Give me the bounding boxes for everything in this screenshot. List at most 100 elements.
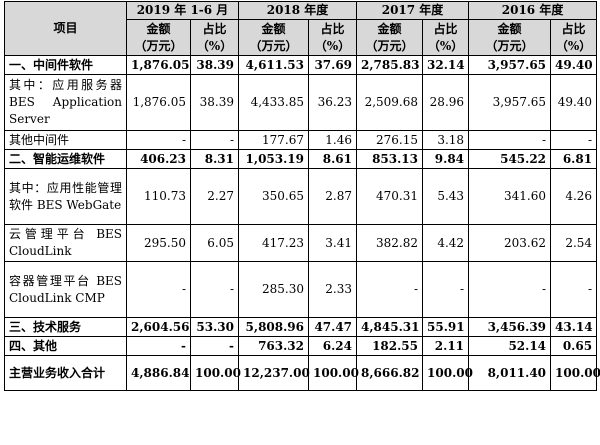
ratio-cell: 49.40 — [550, 74, 598, 131]
amount-cell: 1,876.05 — [126, 74, 191, 131]
ratio-cell: 8.31 — [190, 149, 239, 169]
ratio-cell: 5.43 — [422, 168, 470, 225]
amount-cell: - — [468, 261, 552, 318]
header-amount: 金额 （万元） — [356, 19, 424, 56]
ratio-cell: 55.91 — [422, 317, 470, 337]
ratio-cell: 100.00 — [422, 355, 473, 391]
header-amount-label: 金额 — [146, 21, 171, 36]
ratio-cell: 6.05 — [190, 224, 239, 262]
header-ratio-unit: （%） — [314, 38, 351, 53]
header-item: 项目 — [4, 1, 127, 56]
row-label: 三、技术服务 — [4, 317, 127, 337]
header-amount: 金额 （万元） — [238, 19, 309, 56]
amount-cell: 3,957.65 — [468, 55, 552, 75]
amount-cell: 110.73 — [126, 168, 191, 225]
amount-cell: 1,876.05 — [126, 55, 191, 75]
amount-cell: 350.65 — [238, 168, 309, 225]
amount-cell: 12,237.00 — [238, 355, 310, 391]
amount-cell: - — [126, 336, 191, 356]
table-row: 其中：应用服务器 BES Application Server 1,876.05 3… — [4, 74, 598, 131]
table-row: 其中：应用性能管理软件 BES WebGate 110.73 2.27 350.65 2… — [4, 168, 598, 225]
ratio-cell: - — [190, 336, 239, 356]
amount-cell: 341.60 — [468, 168, 552, 225]
amount-cell: - — [126, 261, 191, 318]
revenue-table: 项目 2019 年 1-6 月 2018 年度 2017 年度 2016 年度 … — [4, 1, 600, 391]
amount-cell: - — [356, 261, 424, 318]
row-label: 一、中间件软件 — [4, 55, 127, 75]
ratio-cell: 3.18 — [422, 130, 470, 150]
ratio-cell: 6.81 — [550, 149, 598, 169]
header-ratio-label: 占比 — [561, 21, 586, 36]
ratio-cell: 100.00 — [550, 355, 600, 391]
amount-cell: 4,611.53 — [238, 55, 309, 75]
amount-cell: 3,456.39 — [468, 317, 552, 337]
header-ratio: 占比 （%） — [550, 19, 598, 56]
ratio-cell: - — [190, 261, 239, 318]
row-label: 容器管理平台 BES CloudLink CMP — [4, 261, 127, 318]
ratio-cell: 9.84 — [422, 149, 470, 169]
header-amount: 金额 （万元） — [468, 19, 552, 56]
header-period: 2017 年度 — [356, 1, 470, 20]
amount-cell: 417.23 — [238, 224, 309, 262]
amount-cell: - — [126, 130, 191, 150]
header-ratio-label: 占比 — [433, 21, 458, 36]
ratio-cell: 2.33 — [307, 261, 358, 318]
header-row-metrics: 金额 （万元） 占比 （%） 金额 （万元） 占比 （%） 金额 （万元） 占比 （%） 金… — [5, 19, 598, 56]
amount-cell: 5,808.96 — [238, 317, 309, 337]
ratio-cell: 36.23 — [307, 74, 358, 131]
header-amount-label: 金额 — [377, 21, 402, 36]
ratio-cell: 4.42 — [422, 224, 470, 262]
ratio-cell: 43.14 — [550, 317, 598, 337]
row-label: 云管理平台 BES CloudLink — [4, 224, 127, 262]
table-row: 四、其他 - -763.32 6.24 182.55 2.11 52.14 0.65 — [4, 336, 598, 356]
amount-cell: 182.55 — [356, 336, 424, 356]
ratio-cell: - — [190, 130, 239, 150]
header-amount: 金额 （万元） — [126, 19, 191, 56]
header-period: 2019 年 1-6 月 — [126, 1, 239, 20]
amount-cell: 8,011.40 — [468, 355, 552, 391]
ratio-cell: 1.46 — [307, 130, 358, 150]
ratio-cell: 6.24 — [307, 336, 358, 356]
header-amount-unit: （万元） — [249, 38, 298, 53]
amount-cell: 545.22 — [468, 149, 552, 169]
amount-cell: 470.31 — [356, 168, 424, 225]
amount-cell: 763.32 — [238, 336, 309, 356]
amount-cell: 285.30 — [238, 261, 309, 318]
header-ratio-unit: （%） — [196, 38, 233, 53]
header-amount-label: 金额 — [497, 21, 522, 36]
amount-cell: 203.62 — [468, 224, 552, 262]
ratio-cell: 53.30 — [190, 317, 239, 337]
ratio-cell: 100.00 — [307, 355, 359, 391]
ratio-cell: - — [550, 261, 598, 318]
ratio-cell: 32.14 — [422, 55, 470, 75]
amount-cell: 406.23 — [126, 149, 191, 169]
amount-cell: 4,845.31 — [356, 317, 424, 337]
amount-cell: 4,886.84 — [126, 355, 191, 391]
amount-cell: 295.50 — [126, 224, 191, 262]
header-period: 2016 年度 — [468, 1, 598, 20]
ratio-cell: 2.87 — [307, 168, 358, 225]
amount-cell: 382.82 — [356, 224, 424, 262]
header-amount-unit: （万元） — [485, 38, 534, 53]
table-row: 主营业务收入合计 4,886.84 100.00 12,237.00 100.00 8,6… — [4, 355, 600, 391]
ratio-cell: 8.61 — [307, 149, 358, 169]
ratio-cell: - — [550, 130, 598, 150]
row-label: 其中：应用服务器 BES Application Server — [4, 74, 127, 131]
header-amount-unit: （万元） — [365, 38, 414, 53]
amount-cell: 853.13 — [356, 149, 424, 169]
table-row: 其他中间件 - -177.67 1.46 276.15 3.18- - — [4, 130, 598, 150]
ratio-cell: 28.96 — [422, 74, 470, 131]
row-label: 其他中间件 — [4, 130, 127, 150]
amount-cell: 177.67 — [238, 130, 309, 150]
row-label: 四、其他 — [4, 336, 127, 356]
ratio-cell: 2.27 — [190, 168, 239, 225]
row-label: 主营业务收入合计 — [4, 355, 127, 391]
amount-cell: 2,785.83 — [356, 55, 424, 75]
amount-cell: 2,604.56 — [126, 317, 191, 337]
ratio-cell: 38.39 — [190, 74, 239, 131]
ratio-cell: 37.69 — [307, 55, 358, 75]
header-ratio-unit: （%） — [555, 38, 592, 53]
row-label: 二、智能运维软件 — [4, 149, 127, 169]
amount-cell: - — [468, 130, 552, 150]
amount-cell: 52.14 — [468, 336, 552, 356]
